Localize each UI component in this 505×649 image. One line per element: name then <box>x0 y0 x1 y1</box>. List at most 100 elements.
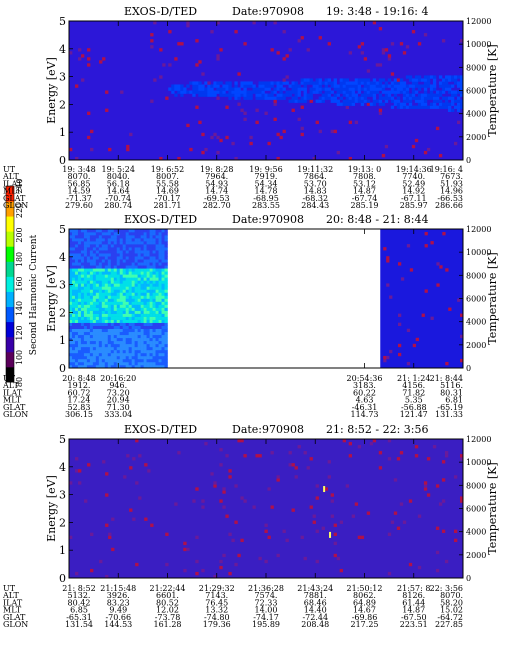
spectrogram-cell <box>98 238 103 242</box>
spectrogram-cell <box>378 466 383 470</box>
spectrogram-cell <box>315 120 319 125</box>
spectrogram-cell <box>432 84 437 88</box>
spectrogram-cell <box>144 517 148 521</box>
spectrogram-cell <box>119 298 124 302</box>
spectrogram-cell <box>429 75 434 79</box>
spectrogram-cell <box>116 292 121 296</box>
spectrogram-cell <box>339 81 343 85</box>
ephemeris-value: 283.55 <box>252 201 280 210</box>
spectrogram-cell <box>69 331 73 336</box>
spectrogram-cell <box>134 346 138 351</box>
spectrogram-cell <box>405 99 410 103</box>
spectrogram-cell <box>99 60 103 64</box>
spectrogram-cell <box>107 358 112 363</box>
spectrogram-cell <box>92 328 97 333</box>
spectrogram-cell <box>155 265 159 269</box>
spectrogram-cell <box>152 316 156 320</box>
spectrogram-cell <box>342 99 347 103</box>
spectrogram-cell <box>89 235 94 239</box>
spectrogram-cell <box>134 286 138 290</box>
spectrogram-cell <box>69 238 73 242</box>
spectrogram-cell <box>345 105 350 109</box>
spectrogram-cell <box>134 364 138 369</box>
spectrogram-cell <box>420 96 425 100</box>
y-right-tick-label: 0 <box>466 156 471 165</box>
spectrogram-cell <box>174 84 178 88</box>
spectrogram-cell <box>243 93 247 97</box>
spectrogram-cell <box>303 96 307 100</box>
spectrogram-cell <box>342 102 347 106</box>
spectrogram-cell <box>95 349 100 354</box>
spectrogram-cell <box>378 84 383 88</box>
spectrogram-cell <box>327 90 331 94</box>
spectrogram-cell <box>177 451 181 455</box>
y-right-tick-label: 8000 <box>466 271 486 280</box>
spectrogram-cell <box>149 355 153 360</box>
spectrogram-cell <box>69 292 73 296</box>
spectrogram-cell <box>113 247 118 251</box>
spectrogram-cell <box>183 541 187 546</box>
spectrogram-cell <box>95 307 100 311</box>
spectrogram-cell <box>101 283 106 287</box>
spectrogram-cell <box>360 96 365 100</box>
colorbar-swatch <box>6 216 14 232</box>
spectrogram-cell <box>441 460 446 464</box>
ephemeris-value: 76.45 <box>205 598 228 607</box>
spectrogram-cell <box>125 232 129 236</box>
spectrogram-cell <box>101 307 106 311</box>
spectrogram-cell <box>363 87 368 91</box>
spectrogram-cell <box>273 117 277 122</box>
spectrogram-cell <box>161 286 165 290</box>
spectrogram-cell <box>134 253 138 257</box>
spectrogram-cell <box>149 247 153 251</box>
spectrogram-cell <box>119 271 124 275</box>
ephemeris-value: 131.54 <box>65 620 93 629</box>
spectrogram-cell <box>77 259 82 263</box>
spectrogram-cell <box>71 235 76 239</box>
spectrogram-cell <box>420 99 425 103</box>
spectrogram-cell <box>429 87 434 91</box>
spectrogram-cell <box>435 526 440 530</box>
spectrogram-cell <box>386 283 390 287</box>
spectrogram-cell <box>77 313 82 317</box>
spectrogram-cell <box>164 349 168 354</box>
spectrogram-cell <box>195 535 199 540</box>
spectrogram-cell <box>80 274 85 278</box>
spectrogram-cell <box>137 274 141 278</box>
spectrogram-cell <box>192 87 196 91</box>
spectrogram-cell <box>149 310 153 314</box>
spectrogram-cell <box>143 247 147 251</box>
spectrogram-cell <box>86 271 91 275</box>
spectrogram-cell <box>204 93 208 97</box>
spectrogram-cell <box>164 238 168 242</box>
spectrogram-cell <box>129 508 133 512</box>
spectrogram-cell <box>95 301 100 305</box>
spectrogram-cell <box>107 301 112 305</box>
spectrogram-cell <box>101 313 106 317</box>
spectrogram-cell <box>222 93 226 97</box>
spectrogram-cell <box>333 532 337 536</box>
spectrogram-cell <box>146 250 150 254</box>
spectrogram-cell <box>131 247 135 251</box>
spectrogram-cell <box>95 232 100 236</box>
spectrogram-cell <box>137 337 141 342</box>
spectrogram-cell <box>192 93 196 97</box>
spectrogram-cell <box>273 87 277 91</box>
spectrogram-cell <box>378 99 383 103</box>
spectrogram-cell <box>119 325 124 330</box>
spectrogram-cell <box>119 286 124 290</box>
spectrogram-cell <box>453 475 458 479</box>
spectrogram-cell <box>69 298 73 302</box>
spectrogram-cell <box>98 337 103 342</box>
spectrogram-cell <box>89 259 94 263</box>
spectrogram-cell <box>86 289 91 293</box>
ephemeris-row-label: ILAT <box>3 179 23 188</box>
spectrogram-cell <box>146 322 150 326</box>
spectrogram-cell <box>125 274 129 278</box>
spectrogram-cell <box>107 292 112 296</box>
spectrogram-cell <box>441 84 446 88</box>
spectrogram-cell <box>86 349 91 354</box>
spectrogram-cell <box>125 310 129 314</box>
spectrogram-cell <box>240 84 244 88</box>
spectrogram-cell <box>267 84 271 88</box>
